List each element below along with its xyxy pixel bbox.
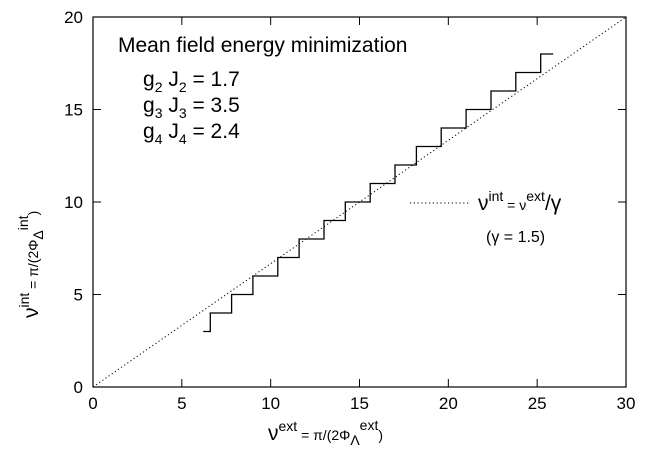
annotation-param: g3 J3 = 3.5 (143, 94, 240, 121)
x-tick-label: 5 (177, 394, 186, 413)
x-tick-label: 20 (439, 394, 458, 413)
legend-note: (γ = 1.5) (486, 229, 545, 246)
annotation-params: g2 J2 = 1.7g3 J3 = 3.5g4 J4 = 2.4 (143, 68, 240, 147)
y-tick-label: 15 (64, 101, 83, 120)
x-tick-label: 0 (88, 394, 97, 413)
series-step-mean-field (203, 53, 554, 333)
plot-frame (92, 16, 627, 388)
legend-label: νint = νext/γ (478, 188, 562, 215)
x-tick-label: 30 (617, 394, 636, 413)
y-axis-label: νint = π/(2ΦΔint) (15, 211, 46, 318)
annotation-param: g4 J4 = 2.4 (143, 120, 240, 147)
y-tick-label: 20 (64, 8, 83, 27)
x-tick-label: 25 (528, 394, 547, 413)
y-tick-label: 5 (74, 286, 83, 305)
x-tick-label: 10 (261, 394, 280, 413)
y-tick-label: 0 (74, 378, 83, 397)
y-tick-label: 10 (64, 193, 83, 212)
x-tick-label: 15 (350, 394, 369, 413)
annotation-title: Mean field energy minimization (118, 34, 407, 57)
annotation-param: g2 J2 = 1.7 (143, 68, 240, 95)
tick-labels: 0 5 10 15 20 25 30 0 5 10 15 20 (64, 8, 635, 413)
x-axis-label: νext = π/(2ΦΛext) (268, 417, 383, 448)
series-line-gamma (92, 16, 627, 388)
